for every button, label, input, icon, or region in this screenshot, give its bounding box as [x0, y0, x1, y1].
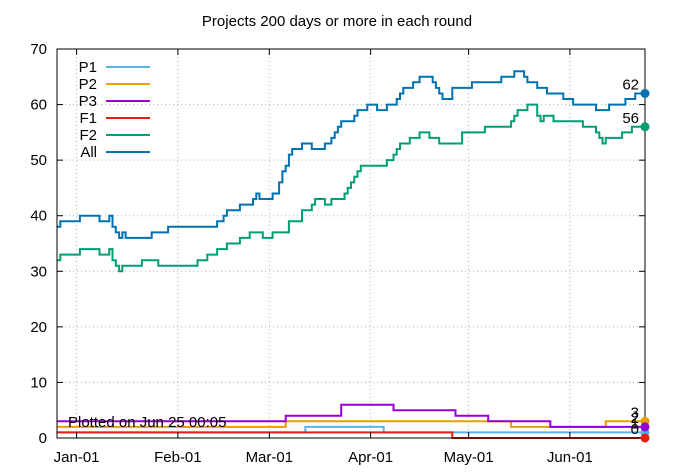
series-line-f2 [57, 103, 645, 273]
x-tick-label: Mar-01 [246, 449, 294, 466]
y-tick-label: 60 [30, 97, 47, 114]
end-marker-f1 [640, 433, 650, 443]
chart-title: Projects 200 days or more in each round [202, 13, 472, 30]
plotted-note: Plotted on Jun 25 00:05 [68, 414, 226, 431]
y-tick-label: 70 [30, 41, 47, 58]
grid-lines [57, 49, 645, 438]
x-tick-label: Apr-01 [348, 449, 393, 466]
legend-label-p2: P2 [79, 76, 97, 93]
y-tick-label: 30 [30, 263, 47, 280]
end-label-p2: 3 [631, 404, 639, 421]
legend-label-p1: P1 [79, 59, 97, 76]
y-tick-label: 10 [30, 374, 47, 391]
end-marker-all [640, 88, 650, 98]
series-lines [57, 70, 645, 439]
x-tick-label: May-01 [444, 449, 494, 466]
x-tick-label: Jun-01 [547, 449, 593, 466]
y-tick-label: 20 [30, 319, 47, 336]
legend-label-f2: F2 [79, 127, 97, 144]
end-label-p3: 2 [631, 410, 639, 427]
end-marker-p3 [640, 422, 650, 432]
legend-label-all: All [80, 144, 97, 161]
y-tick-label: 0 [39, 430, 47, 447]
end-label-all: 62 [622, 76, 639, 93]
x-tick-label: Jan-01 [54, 449, 100, 466]
series-line-all [57, 70, 645, 239]
legend-label-f1: F1 [79, 110, 97, 127]
y-tick-label: 50 [30, 152, 47, 169]
plot-frame [56, 48, 646, 439]
end-label-p1: 1 [631, 415, 639, 432]
end-label-f1: 0 [631, 421, 639, 438]
series-line-p3 [57, 403, 645, 428]
end-marker-f2 [640, 122, 650, 132]
y-tick-label: 40 [30, 208, 47, 225]
end-label-f2: 56 [622, 110, 639, 127]
x-tick-label: Feb-01 [154, 449, 202, 466]
legend-label-p3: P3 [79, 93, 97, 110]
